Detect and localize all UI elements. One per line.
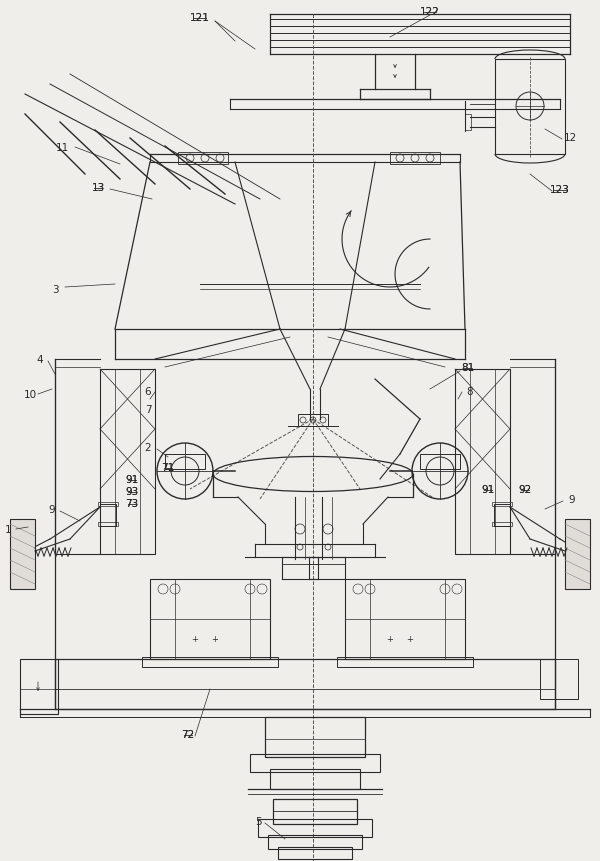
Text: 91: 91 bbox=[125, 474, 139, 485]
Text: +: + bbox=[386, 635, 394, 644]
Bar bbox=[100, 369, 155, 554]
Bar bbox=[98, 503, 118, 506]
Bar bbox=[265, 717, 365, 757]
Bar bbox=[273, 799, 357, 824]
Text: 73: 73 bbox=[125, 499, 139, 508]
Bar bbox=[492, 523, 512, 526]
Polygon shape bbox=[565, 519, 590, 589]
Bar bbox=[20, 660, 58, 714]
Text: 93: 93 bbox=[125, 486, 139, 497]
Bar bbox=[250, 754, 380, 772]
Text: 91: 91 bbox=[481, 485, 494, 494]
Bar bbox=[495, 60, 565, 155]
Text: 12: 12 bbox=[563, 133, 577, 143]
Text: 81: 81 bbox=[461, 362, 475, 373]
Text: 8: 8 bbox=[467, 387, 473, 397]
Bar bbox=[494, 505, 510, 526]
Bar bbox=[390, 152, 440, 164]
Text: 6: 6 bbox=[145, 387, 151, 397]
Text: 4: 4 bbox=[37, 355, 43, 364]
Text: +: + bbox=[191, 635, 199, 644]
Text: 122: 122 bbox=[420, 7, 440, 17]
Polygon shape bbox=[10, 519, 35, 589]
Text: 9: 9 bbox=[569, 494, 575, 505]
Text: 7: 7 bbox=[145, 405, 151, 414]
Text: 91: 91 bbox=[481, 485, 494, 494]
Bar bbox=[455, 369, 510, 554]
Bar bbox=[278, 847, 352, 859]
Text: 91: 91 bbox=[125, 474, 139, 485]
Bar bbox=[465, 115, 471, 131]
Text: 92: 92 bbox=[518, 485, 532, 494]
Text: +: + bbox=[212, 635, 218, 644]
Bar bbox=[492, 503, 512, 506]
Text: 71: 71 bbox=[161, 462, 175, 473]
Text: +: + bbox=[407, 635, 413, 644]
Text: 122: 122 bbox=[420, 7, 440, 17]
Text: 2: 2 bbox=[145, 443, 151, 453]
Text: 121: 121 bbox=[190, 13, 210, 23]
Bar bbox=[165, 455, 205, 469]
Bar bbox=[98, 523, 118, 526]
Bar bbox=[540, 660, 578, 699]
Bar bbox=[100, 505, 116, 526]
Bar bbox=[178, 152, 228, 164]
Bar bbox=[142, 657, 278, 667]
Bar bbox=[55, 660, 555, 709]
Text: 72: 72 bbox=[181, 729, 194, 739]
Text: 71: 71 bbox=[161, 462, 175, 473]
Text: 72: 72 bbox=[181, 729, 194, 739]
Bar bbox=[298, 414, 328, 426]
Bar bbox=[420, 455, 460, 469]
Text: 13: 13 bbox=[91, 183, 104, 193]
Bar bbox=[150, 579, 270, 660]
Text: 13: 13 bbox=[91, 183, 104, 193]
Bar bbox=[345, 579, 465, 660]
Bar bbox=[270, 769, 360, 789]
Text: 121: 121 bbox=[190, 13, 210, 23]
Text: 1: 1 bbox=[5, 524, 11, 535]
Text: 123: 123 bbox=[550, 185, 570, 195]
Text: 123: 123 bbox=[550, 185, 570, 195]
Text: 81: 81 bbox=[461, 362, 475, 373]
Text: 9: 9 bbox=[49, 505, 55, 514]
Text: 3: 3 bbox=[52, 285, 58, 294]
Text: 5: 5 bbox=[254, 816, 262, 826]
Text: 11: 11 bbox=[55, 143, 68, 152]
Text: 10: 10 bbox=[23, 389, 37, 400]
Bar bbox=[337, 657, 473, 667]
Text: 73: 73 bbox=[125, 499, 139, 508]
Text: 92: 92 bbox=[518, 485, 532, 494]
Bar bbox=[258, 819, 372, 837]
Bar bbox=[268, 835, 362, 849]
Text: 93: 93 bbox=[125, 486, 139, 497]
